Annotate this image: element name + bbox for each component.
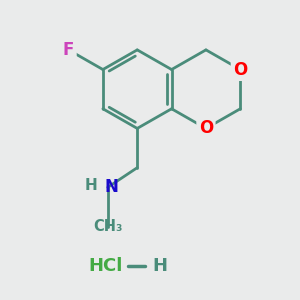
Text: H: H (85, 178, 98, 193)
Text: CH₃: CH₃ (93, 219, 122, 234)
Text: N: N (105, 178, 119, 196)
Text: H: H (152, 257, 167, 275)
Text: O: O (233, 61, 247, 79)
Text: HCl: HCl (88, 257, 123, 275)
Text: O: O (199, 119, 213, 137)
Text: F: F (63, 41, 74, 59)
